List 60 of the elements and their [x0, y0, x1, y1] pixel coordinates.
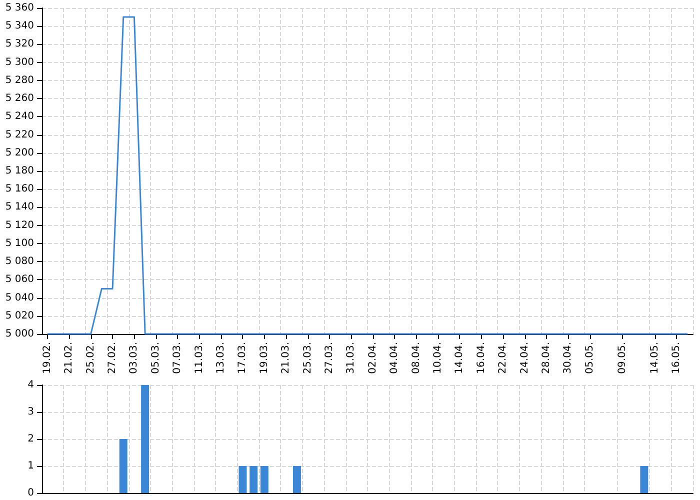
x-tick-label: 08.04.: [410, 342, 422, 374]
y-tick-label: 1: [28, 460, 34, 472]
x-tick-label: 09.05.: [616, 342, 628, 374]
bar: [260, 466, 268, 493]
y-tick-label: 5 040: [5, 292, 34, 304]
x-tick-label: 27.02.: [107, 342, 118, 374]
y-tick-label: 5 000: [5, 328, 34, 340]
x-tick-label: 22.04.: [498, 342, 509, 374]
x-tick-label: 21.02.: [64, 342, 75, 374]
x-tick-label: 11.03.: [194, 342, 205, 374]
x-tick-label: 25.03.: [302, 342, 314, 374]
bar: [292, 466, 301, 493]
bar: [119, 439, 128, 493]
y-tick-label: 5 280: [5, 74, 34, 86]
x-tick-label: 31.03.: [346, 342, 357, 374]
x-tick-label: 14.04.: [454, 342, 466, 374]
x-tick-label: 04.04.: [389, 342, 400, 374]
x-tick-label: 05.05.: [584, 342, 596, 374]
x-tick-label: 07.03.: [172, 342, 184, 374]
x-tick-label: 28.04.: [541, 342, 552, 374]
y-tick-label: 5 080: [5, 256, 34, 268]
x-tick-label: 30.04.: [562, 342, 574, 374]
bar: [238, 466, 247, 493]
bar: [250, 466, 258, 493]
x-tick-label: 27.03.: [324, 342, 336, 374]
bar: [640, 466, 648, 493]
y-tick-label: 5 100: [5, 238, 34, 249]
x-tick-label: 25.02.: [85, 342, 96, 374]
y-tick-label: 5 060: [5, 274, 34, 286]
y-tick-label: 5 120: [5, 220, 34, 231]
y-tick-label: 0: [28, 488, 34, 498]
x-tick-label: 19.03.: [258, 342, 270, 374]
x-tick-label: 16.04.: [476, 342, 487, 374]
bar: [141, 385, 150, 493]
y-tick-label: 5 300: [5, 56, 34, 68]
y-tick-label: 5 220: [5, 129, 34, 140]
y-tick-label: 5 020: [5, 310, 34, 322]
y-tick-label: 4: [28, 380, 34, 390]
y-tick-label: 5 180: [5, 166, 34, 176]
x-tick-label: 03.03.: [128, 342, 140, 374]
y-tick-label: 5 360: [5, 2, 34, 14]
y-tick-label: 3: [28, 406, 34, 418]
x-tick-label: 21.03.: [280, 342, 292, 374]
x-tick-label: 14.05.: [650, 342, 661, 374]
x-tick-label: 17.03.: [237, 342, 248, 374]
y-tick-label: 5 260: [5, 93, 34, 104]
x-tick-label: 05.03.: [150, 342, 162, 374]
y-tick-label: 5 340: [5, 20, 34, 32]
x-tick-label: 13.03.: [216, 342, 227, 374]
x-tick-label: 24.04.: [519, 342, 530, 374]
x-tick-label: 10.04.: [432, 342, 444, 374]
y-tick-label: 5 160: [5, 184, 34, 195]
y-tick-label: 5 140: [5, 202, 34, 213]
y-tick-label: 5 200: [5, 147, 34, 158]
x-tick-label: 02.04.: [367, 342, 378, 374]
x-tick-label: 16.05.: [671, 342, 682, 374]
x-tick-label: 19.02.: [42, 342, 53, 374]
y-tick-label: 5 240: [5, 111, 34, 122]
y-tick-label: 5 320: [5, 38, 34, 50]
y-tick-label: 2: [28, 434, 34, 444]
